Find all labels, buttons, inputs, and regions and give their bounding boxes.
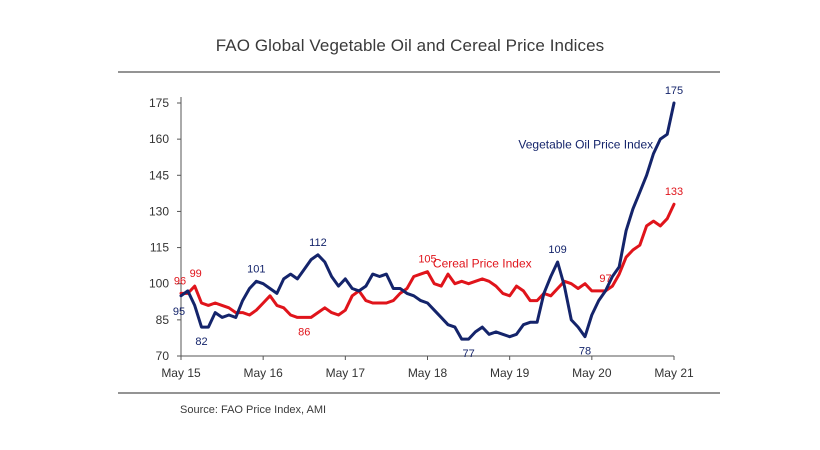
x-axis: May 15 May 16 May 17 May 18 May 19 May 20 May … <box>161 355 694 380</box>
veg-oil-data-label: 95 <box>173 306 185 318</box>
cereal-data-label: 96 <box>174 275 186 287</box>
veg-oil-data-label: 101 <box>247 263 265 275</box>
veg-oil-data-label: 112 <box>309 237 327 249</box>
veg-oil-data-label: 77 <box>462 348 474 360</box>
veg-oil-data-label: 82 <box>195 336 207 348</box>
data-labels: 95 82 101 112 77 109 78 175 96 99 86 105 97 133 <box>173 85 683 360</box>
y-tick-label: 115 <box>150 241 169 255</box>
y-tick-label: 85 <box>156 313 170 327</box>
y-tick-label: 70 <box>156 349 170 363</box>
x-tick-label: May 16 <box>243 366 283 380</box>
x-tick-label: May 15 <box>161 366 201 380</box>
x-tick-label: May 21 <box>654 366 694 380</box>
cereal-data-label: 99 <box>190 268 202 280</box>
series-labels: Vegetable Oil Price Index Cereal Price In… <box>433 137 653 270</box>
vegetable-oil-series-label: Vegetable Oil Price Index <box>518 137 653 151</box>
x-tick-label: May 20 <box>572 366 612 380</box>
cereal-data-label: 133 <box>665 186 683 198</box>
vegetable-oil-line <box>179 101 676 341</box>
y-tick-label: 100 <box>149 277 169 291</box>
cereal-data-label: 86 <box>298 326 310 338</box>
x-tick-label: May 17 <box>326 366 366 380</box>
y-tick-label: 145 <box>149 168 169 182</box>
veg-oil-data-label: 109 <box>548 244 566 256</box>
cereal-line <box>179 202 676 319</box>
source-note: Source: FAO Price Index, AMI <box>180 404 327 416</box>
cereal-series-label: Cereal Price Index <box>433 256 532 270</box>
cereal-data-label: 105 <box>418 254 436 266</box>
series-lines <box>179 101 676 341</box>
y-axis: 70 85 100 115 130 145 160 175 <box>149 96 182 363</box>
veg-oil-data-label: 78 <box>579 346 591 358</box>
x-tick-label: May 19 <box>490 366 530 380</box>
cereal-data-label: 97 <box>599 273 611 285</box>
chart-title: FAO Global Vegetable Oil and Cereal Pric… <box>215 36 605 55</box>
y-tick-label: 130 <box>149 204 169 218</box>
veg-oil-data-label: 175 <box>665 85 683 97</box>
x-tick-label: May 18 <box>408 366 448 380</box>
y-tick-label: 175 <box>149 96 169 110</box>
y-tick-label: 160 <box>149 132 169 146</box>
